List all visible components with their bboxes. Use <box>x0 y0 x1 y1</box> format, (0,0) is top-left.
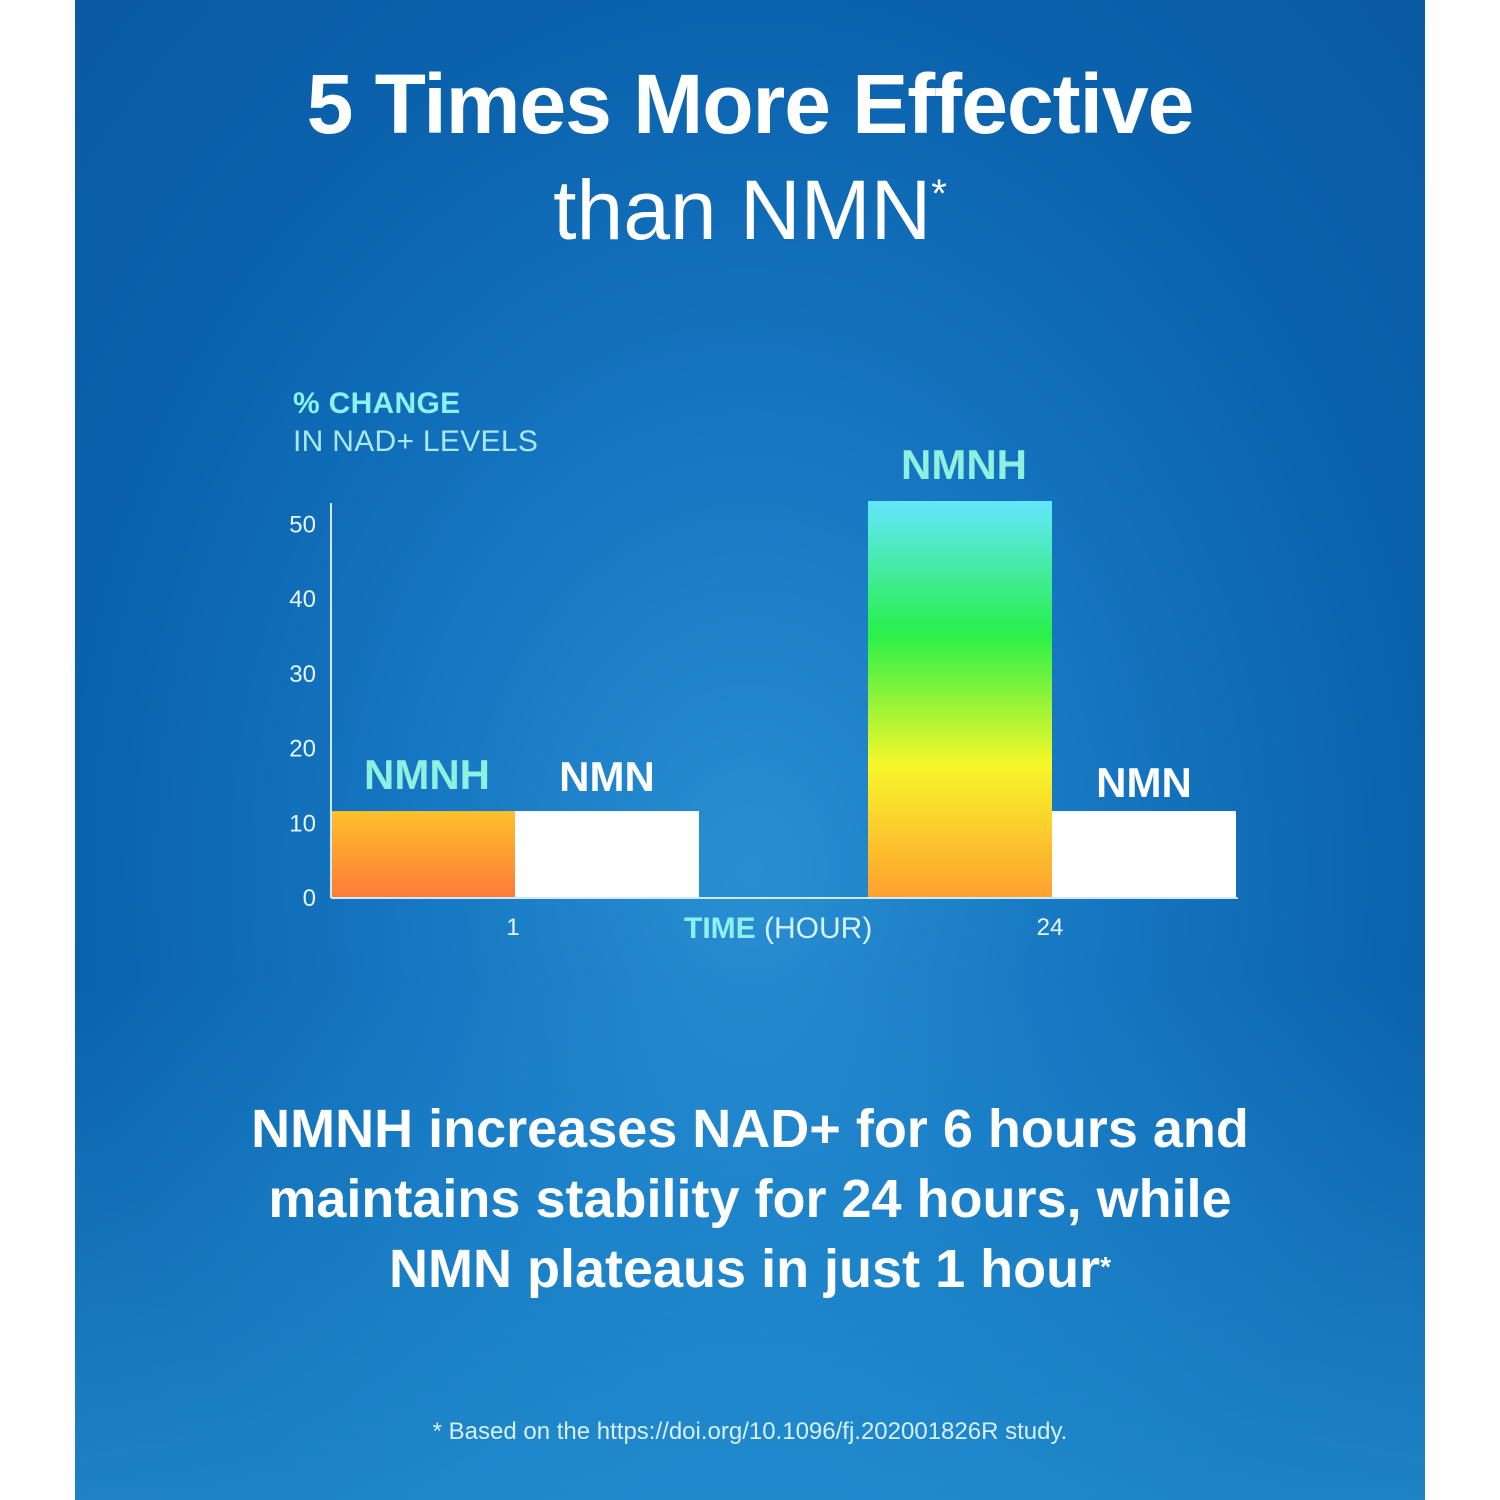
summary-asterisk: * <box>1100 1251 1111 1282</box>
footnote: * Based on the https://doi.org/10.1096/f… <box>432 1418 1068 1445</box>
y-tick-label: 50 <box>289 511 316 538</box>
y-axis-label-secondary: IN NAD+ LEVELS <box>293 425 539 458</box>
headline-asterisk: * <box>931 172 947 216</box>
y-tick-label: 40 <box>289 586 316 613</box>
x-axis-label: TIME (HOUR) <box>684 912 872 946</box>
x-tick-label: 24 <box>1037 914 1064 941</box>
bar-label-nmnh: NMNH <box>364 751 490 798</box>
x-axis-label-time: TIME <box>684 912 756 945</box>
bar-label-nmn: NMN <box>559 753 655 800</box>
bar-label-nmnh: NMNH <box>901 441 1027 488</box>
bar-nmnh <box>331 811 515 897</box>
headline-title: 5 Times More Effective <box>306 57 1195 151</box>
bar-nmnh <box>868 501 1052 897</box>
y-tick-label: 30 <box>289 661 316 688</box>
headline-subtitle: than NMN* <box>0 168 1500 252</box>
summary-line-3-wrap: NMN plateaus in just 1 hour* <box>0 1234 1500 1304</box>
bar-nmn <box>515 811 699 897</box>
y-tick-label: 10 <box>289 810 316 837</box>
headline-subtitle-text: than NMN <box>553 163 932 257</box>
summary-line-1: NMNH increases NAD+ for 6 hours and <box>251 1099 1249 1159</box>
y-tick-label: 0 <box>303 885 316 912</box>
summary-line-3: NMN plateaus in just 1 hour <box>389 1239 1101 1299</box>
bar-label-nmn: NMN <box>1096 759 1192 806</box>
x-axis-label-unit: (HOUR) <box>764 912 873 945</box>
summary-text: NMNH increases NAD+ for 6 hours and main… <box>0 1094 1500 1304</box>
y-axis-label-primary: % CHANGE <box>293 387 461 420</box>
summary-line-2: maintains stability for 24 hours, while <box>268 1169 1232 1229</box>
background-panel <box>75 0 1425 1500</box>
x-tick-label: 1 <box>506 914 519 941</box>
bar-nmn <box>1052 811 1236 897</box>
y-tick-label: 20 <box>289 736 316 763</box>
